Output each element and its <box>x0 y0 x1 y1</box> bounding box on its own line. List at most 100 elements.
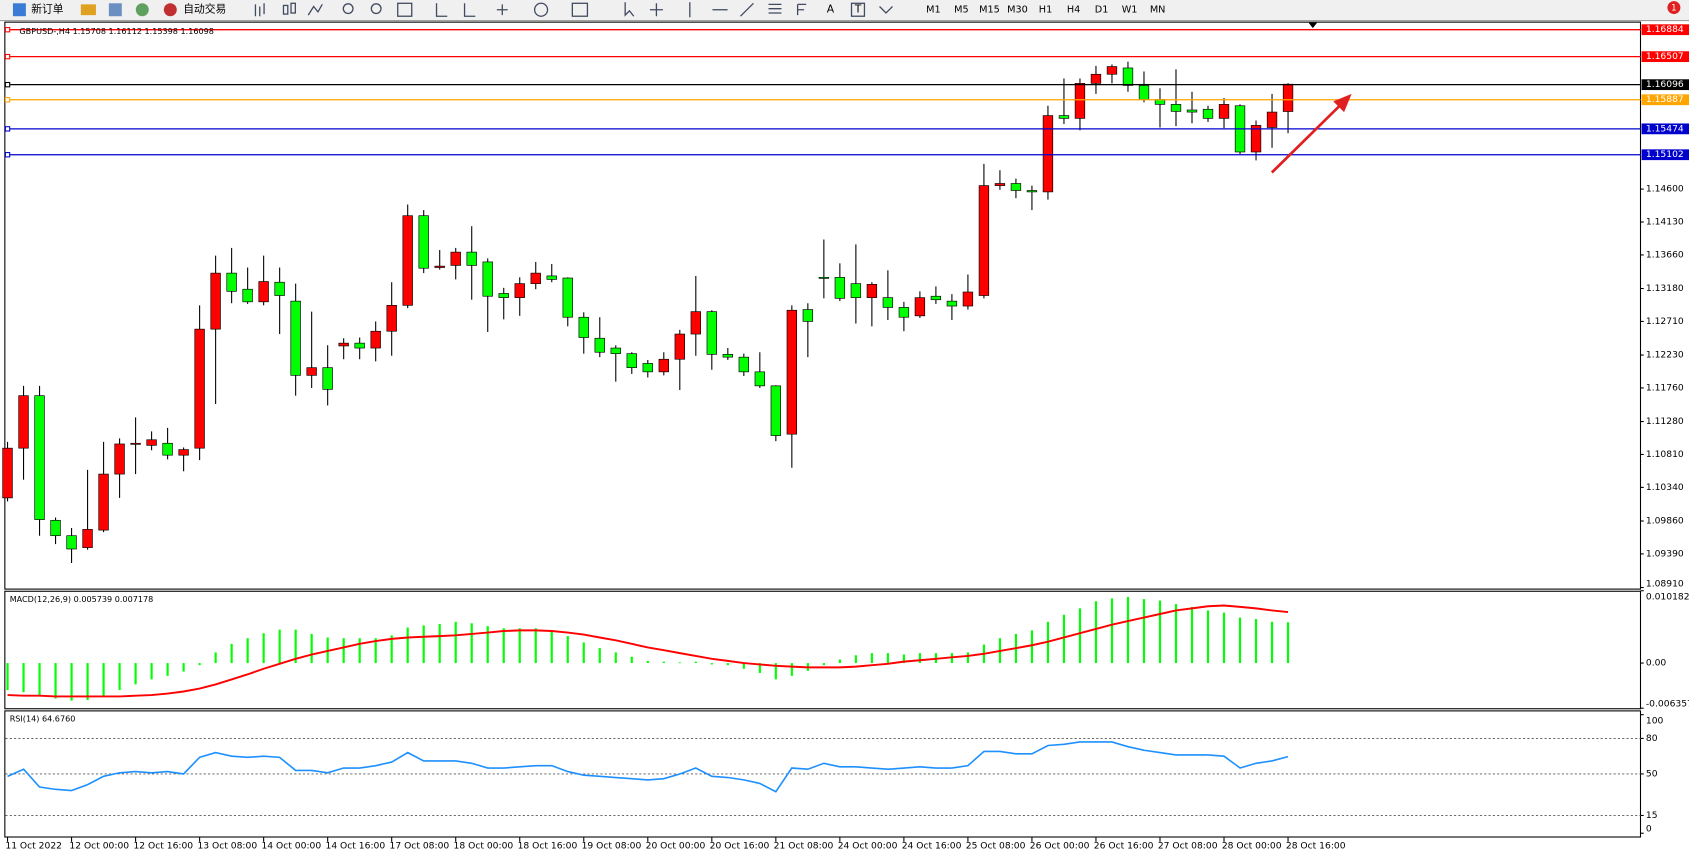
notification-count: 1 <box>1671 4 1676 14</box>
timeframe-button[interactable]: H4 <box>1067 5 1080 16</box>
macd-bar <box>646 660 649 664</box>
candle-body <box>1186 109 1198 113</box>
candle-body <box>722 354 733 358</box>
candle-body <box>386 305 397 332</box>
y-tick-label: 1.11280 <box>1646 416 1684 427</box>
x-tick-label: 25 Oct 08:00 <box>966 841 1026 852</box>
candle-body <box>994 183 1006 186</box>
x-tick-label: 27 Oct 08:00 <box>1158 841 1218 852</box>
timeframe-button[interactable]: W1 <box>1122 5 1138 16</box>
candle-body <box>498 293 509 298</box>
timeframe-button[interactable]: M5 <box>954 5 969 16</box>
bar-chart-icon[interactable] <box>254 3 265 17</box>
candle-body <box>818 276 830 279</box>
text-tool[interactable]: A <box>827 3 835 16</box>
macd-bar <box>630 656 633 664</box>
auto-trading-icon[interactable] <box>163 3 177 17</box>
macd-bar <box>1286 622 1290 664</box>
candle-body <box>1122 67 1134 86</box>
label-tool-icon[interactable] <box>850 2 866 17</box>
candle-body <box>482 261 493 297</box>
y-tick-label: 1.12710 <box>1646 316 1684 327</box>
candle-body <box>418 215 429 269</box>
x-tick-label: 24 Oct 16:00 <box>902 841 962 852</box>
indicators-icon[interactable] <box>496 4 508 16</box>
candle-body <box>162 442 173 456</box>
timeframe-button[interactable]: M15 <box>979 5 1000 16</box>
macd-bar <box>694 661 697 664</box>
y-tick-label: 1.11760 <box>1646 382 1684 393</box>
notification-badge[interactable] <box>1667 1 1681 15</box>
macd-bar <box>134 663 137 685</box>
x-tick-label: 12 Oct 16:00 <box>133 841 193 852</box>
timeframe-button[interactable]: M1 <box>926 5 941 16</box>
macd-bar <box>1158 600 1162 664</box>
level-label-bg <box>1641 149 1689 161</box>
macd-bar <box>486 626 489 664</box>
channel-icon[interactable] <box>768 3 782 14</box>
line-chart-icon[interactable] <box>307 4 323 16</box>
candle-chart-icon[interactable] <box>290 2 296 14</box>
y-tick-label: 1.09390 <box>1646 548 1684 559</box>
macd-bar <box>1062 614 1066 664</box>
macd-bar <box>102 663 105 697</box>
timeframe-button[interactable]: MN <box>1150 5 1166 16</box>
y-tick-label: 1.09860 <box>1646 515 1684 526</box>
macd-bar <box>198 663 201 666</box>
macd-bar <box>278 629 281 664</box>
arrows-icon[interactable] <box>879 6 893 14</box>
toolbar-icon[interactable] <box>135 3 149 17</box>
candle-body <box>402 215 413 306</box>
fibo-icon[interactable] <box>796 3 807 16</box>
macd-bar <box>1126 596 1130 664</box>
macd-bar <box>774 663 777 680</box>
zoom-out-icon[interactable] <box>370 3 382 15</box>
macd-bar <box>518 628 521 664</box>
shift-icon[interactable] <box>463 3 476 17</box>
macd-bar <box>566 636 569 664</box>
level-label: 1.16507 <box>1646 51 1684 62</box>
candle-body <box>914 297 926 317</box>
rsi-line <box>7 741 1289 793</box>
y-tick-label: 1.08910 <box>1646 579 1684 590</box>
zoom-in-icon[interactable] <box>342 3 354 15</box>
tile-icon[interactable] <box>397 2 413 17</box>
label-tool[interactable]: T <box>854 3 862 16</box>
trendline-icon[interactable] <box>740 2 754 17</box>
candle-body <box>2 447 13 499</box>
signal-line <box>7 604 1289 698</box>
autoscroll-icon[interactable] <box>435 3 448 17</box>
crosshair-icon[interactable] <box>649 3 663 17</box>
candle-body <box>786 309 798 435</box>
macd-bar <box>838 659 841 664</box>
new-order-icon[interactable] <box>12 3 26 17</box>
y-tick-label: 1.10340 <box>1646 482 1684 493</box>
level-handle <box>4 126 11 132</box>
x-tick-label: 12 Oct 00:00 <box>69 841 129 852</box>
candle-body <box>626 353 637 368</box>
cursor-icon[interactable] <box>624 2 635 17</box>
y-tick-label: 0.00 <box>1646 658 1667 669</box>
macd-bar <box>662 661 665 664</box>
toolbar-icon[interactable] <box>108 3 122 17</box>
candle-body <box>674 333 685 360</box>
periods-icon[interactable] <box>533 2 549 17</box>
candle-body <box>834 276 846 299</box>
y-tick-label: -0.006357 <box>1646 698 1689 709</box>
toolbar-icon[interactable] <box>80 4 96 16</box>
templates-icon[interactable] <box>571 2 589 17</box>
candle-body <box>1250 125 1262 153</box>
timeframe-button[interactable]: H1 <box>1039 5 1052 16</box>
new-order-button[interactable]: 新订单 <box>31 3 64 16</box>
candle-body <box>1106 66 1118 75</box>
candle-chart-icon[interactable] <box>282 4 289 15</box>
timeframe-button[interactable]: D1 <box>1095 5 1109 16</box>
auto-trading-button[interactable]: 自动交易 <box>183 3 226 16</box>
macd-bar <box>6 663 9 691</box>
y-tick-label: 1.14130 <box>1646 217 1684 228</box>
candle-body <box>690 311 701 335</box>
x-tick-label: 11 Oct 2022 <box>5 841 62 852</box>
macd-bar <box>1142 599 1146 664</box>
candle-body <box>322 367 333 390</box>
timeframe-button[interactable]: M30 <box>1007 5 1028 16</box>
